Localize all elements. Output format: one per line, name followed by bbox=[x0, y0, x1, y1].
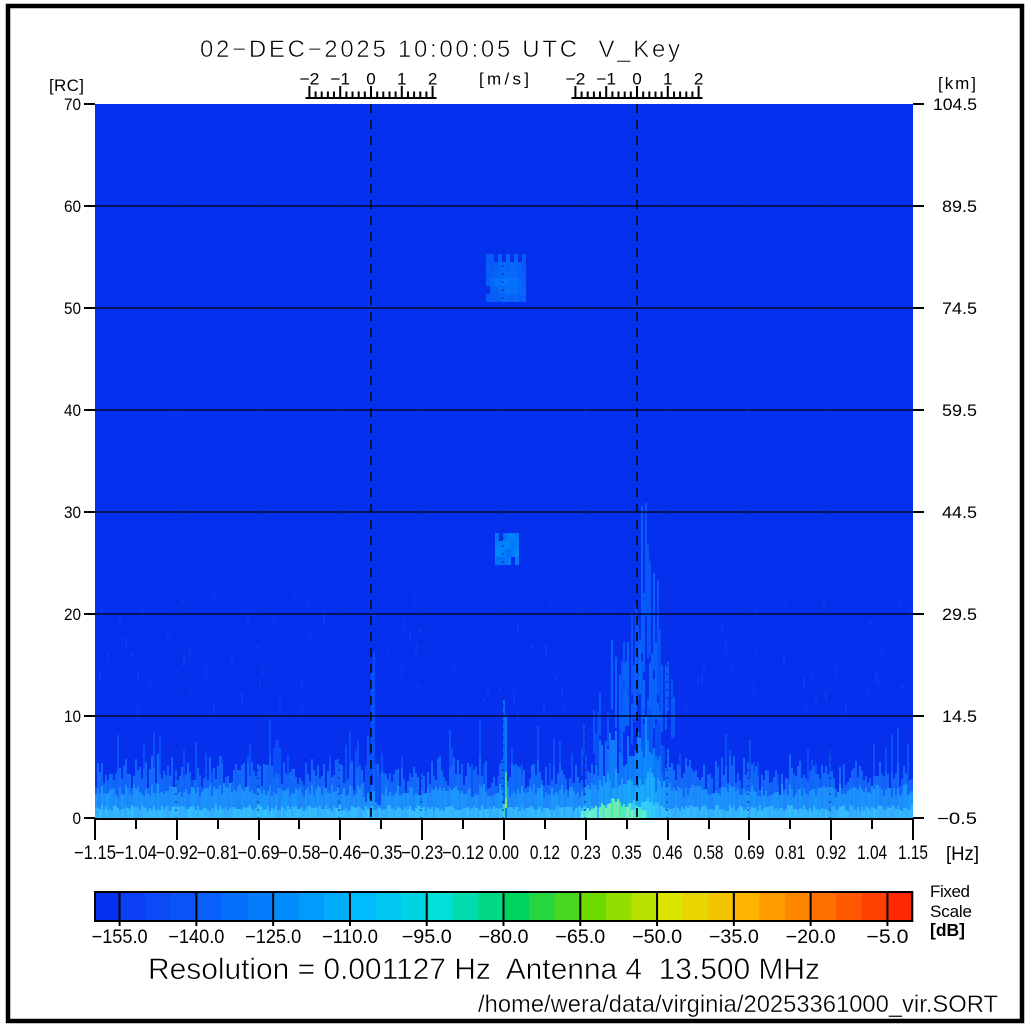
svg-text:0.81: 0.81 bbox=[775, 842, 805, 864]
svg-text:Resolution = 0.001127 Hz Ante: Resolution = 0.001127 Hz Antenna 4 13.50… bbox=[148, 953, 820, 986]
svg-text:44.5: 44.5 bbox=[942, 504, 977, 522]
svg-text:−95.0: −95.0 bbox=[402, 926, 452, 948]
svg-text:−2: −2 bbox=[565, 71, 585, 89]
svg-text:1.04: 1.04 bbox=[857, 842, 887, 864]
svg-text:−2: −2 bbox=[299, 71, 319, 89]
svg-text:59.5: 59.5 bbox=[942, 402, 977, 420]
svg-text:−35.0: −35.0 bbox=[709, 926, 759, 948]
svg-text:1: 1 bbox=[397, 71, 407, 89]
svg-text:Scale: Scale bbox=[930, 902, 972, 921]
svg-text:104.5: 104.5 bbox=[933, 96, 977, 114]
svg-text:/home/wera/data/virginia/20253: /home/wera/data/virginia/20253361000_vir… bbox=[478, 991, 998, 1018]
svg-text:20: 20 bbox=[64, 606, 81, 624]
svg-text:14.5: 14.5 bbox=[942, 708, 977, 726]
svg-text:29.5: 29.5 bbox=[942, 606, 977, 624]
svg-text:−20.0: −20.0 bbox=[786, 926, 836, 948]
svg-text:1.15: 1.15 bbox=[898, 842, 928, 864]
svg-text:−5.0: −5.0 bbox=[866, 926, 908, 948]
svg-text:0.35: 0.35 bbox=[612, 842, 642, 864]
svg-text:[km]: [km] bbox=[938, 74, 976, 93]
svg-text:−0.23: −0.23 bbox=[401, 842, 443, 864]
svg-text:−0.81: −0.81 bbox=[197, 842, 239, 864]
svg-text:2: 2 bbox=[428, 71, 438, 89]
svg-text:0.23: 0.23 bbox=[571, 842, 601, 864]
svg-text:−125.0: −125.0 bbox=[245, 926, 301, 948]
svg-text:−1.04: −1.04 bbox=[115, 842, 157, 864]
svg-text:−0.12: −0.12 bbox=[442, 842, 484, 864]
svg-text:89.5: 89.5 bbox=[942, 198, 977, 216]
svg-text:0.92: 0.92 bbox=[816, 842, 846, 864]
svg-text:[Hz]: [Hz] bbox=[946, 843, 979, 865]
svg-text:0: 0 bbox=[73, 810, 82, 828]
svg-text:−0.5: −0.5 bbox=[937, 810, 977, 828]
svg-text:0.58: 0.58 bbox=[694, 842, 724, 864]
svg-text:50: 50 bbox=[64, 300, 81, 318]
svg-text:−140.0: −140.0 bbox=[168, 926, 224, 948]
svg-text:[m/s]: [m/s] bbox=[479, 70, 529, 89]
svg-text:−50.0: −50.0 bbox=[632, 926, 682, 948]
svg-text:10: 10 bbox=[64, 708, 81, 726]
svg-text:−110.0: −110.0 bbox=[322, 926, 378, 948]
svg-text:−0.35: −0.35 bbox=[360, 842, 402, 864]
svg-text:2: 2 bbox=[694, 71, 704, 89]
svg-text:0.46: 0.46 bbox=[653, 842, 683, 864]
svg-text:0: 0 bbox=[632, 71, 642, 89]
svg-text:−0.69: −0.69 bbox=[238, 842, 280, 864]
svg-text:[dB]: [dB] bbox=[930, 920, 965, 940]
svg-text:0.00: 0.00 bbox=[489, 842, 519, 864]
svg-text:−0.58: −0.58 bbox=[279, 842, 321, 864]
svg-text:60: 60 bbox=[64, 198, 81, 216]
svg-text:0: 0 bbox=[366, 71, 376, 89]
svg-text:−155.0: −155.0 bbox=[92, 926, 148, 948]
svg-text:40: 40 bbox=[64, 402, 81, 420]
svg-text:−65.0: −65.0 bbox=[555, 926, 605, 948]
svg-text:−1.15: −1.15 bbox=[74, 842, 116, 864]
svg-text:−1: −1 bbox=[596, 71, 616, 89]
svg-text:1: 1 bbox=[663, 71, 673, 89]
svg-text:0.69: 0.69 bbox=[734, 842, 764, 864]
svg-text:02−DEC−2025 10:00:05 UTC V_Ke: 02−DEC−2025 10:00:05 UTC V_Key bbox=[200, 36, 680, 63]
svg-text:[RC]: [RC] bbox=[49, 76, 84, 95]
svg-text:−0.92: −0.92 bbox=[156, 842, 198, 864]
svg-text:74.5: 74.5 bbox=[942, 300, 977, 318]
svg-text:0.12: 0.12 bbox=[530, 842, 560, 864]
svg-text:30: 30 bbox=[64, 504, 81, 522]
svg-text:−1: −1 bbox=[330, 71, 350, 89]
svg-text:70: 70 bbox=[64, 96, 81, 114]
svg-text:−80.0: −80.0 bbox=[479, 926, 529, 948]
svg-text:Fixed: Fixed bbox=[930, 882, 970, 901]
svg-text:−0.46: −0.46 bbox=[319, 842, 361, 864]
